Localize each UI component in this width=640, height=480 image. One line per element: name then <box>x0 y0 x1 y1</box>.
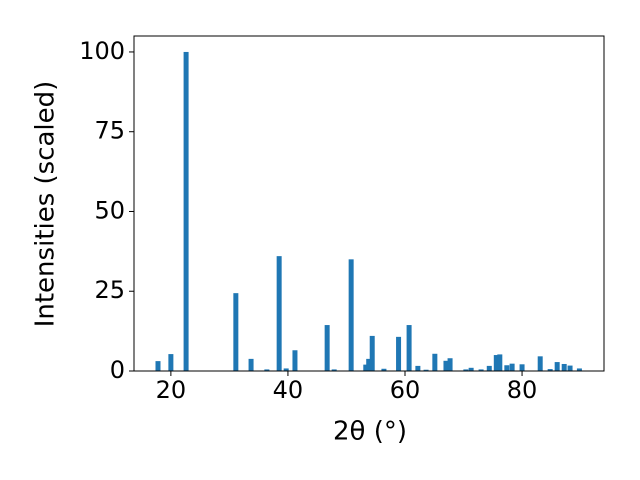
y-axis-label: Intensities (scaled) <box>31 81 61 328</box>
bar <box>348 259 354 371</box>
x-tick-label: 20 <box>156 376 187 404</box>
bar <box>463 369 469 371</box>
y-tick-label: 100 <box>79 37 125 65</box>
bar <box>519 364 525 371</box>
y-tick-label: 50 <box>94 196 125 224</box>
bar <box>561 363 567 371</box>
bar <box>248 358 254 371</box>
bar <box>478 369 484 371</box>
bar <box>567 365 573 371</box>
bar <box>183 51 189 371</box>
bar <box>264 369 270 371</box>
x-axis-label: 2θ (°) <box>333 417 407 447</box>
x-tick-label: 40 <box>273 376 304 404</box>
bar <box>468 367 474 371</box>
y-tick-label: 0 <box>110 356 125 384</box>
bar <box>497 354 503 371</box>
y-tick-label: 75 <box>94 117 125 145</box>
bar <box>292 350 298 371</box>
bar <box>324 325 330 371</box>
bar <box>155 361 161 371</box>
bar <box>381 368 387 371</box>
bar <box>363 364 369 371</box>
bar <box>486 365 492 371</box>
bar <box>406 325 412 371</box>
bar <box>233 293 239 371</box>
plot-frame <box>133 35 605 372</box>
bar <box>493 355 499 371</box>
x-tick-label: 80 <box>507 376 538 404</box>
bar <box>331 369 337 371</box>
bar <box>366 358 372 371</box>
bar <box>554 362 560 371</box>
bar <box>576 368 582 371</box>
bar <box>369 335 375 371</box>
bar <box>396 336 402 371</box>
bar <box>168 354 174 371</box>
bar <box>537 356 543 371</box>
bar <box>432 353 438 371</box>
bar <box>415 365 421 371</box>
bar <box>276 256 282 371</box>
bar <box>504 365 510 371</box>
bar <box>547 369 553 371</box>
x-tick-label: 60 <box>390 376 421 404</box>
bar <box>447 358 453 371</box>
y-tick-label: 25 <box>94 276 125 304</box>
bar <box>423 369 429 371</box>
bar <box>509 363 515 371</box>
bar <box>283 368 289 371</box>
bar <box>443 360 449 371</box>
